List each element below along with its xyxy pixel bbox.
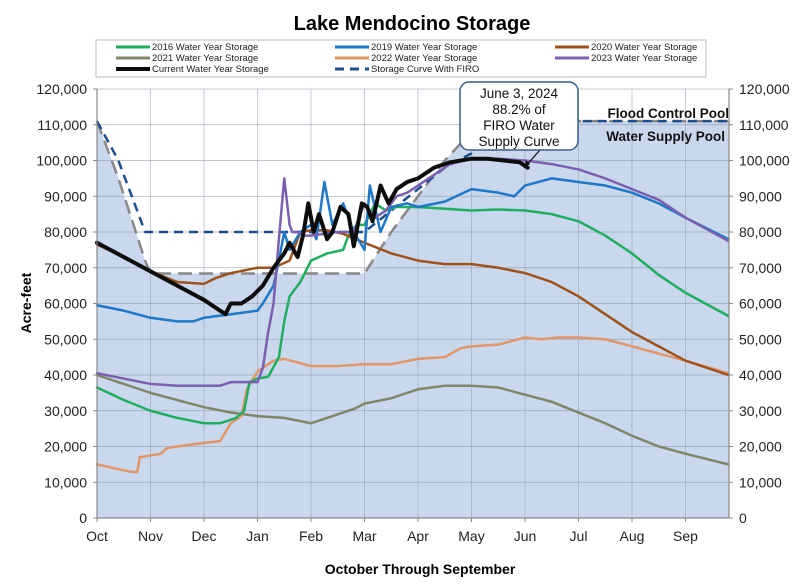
chart-title: Lake Mendocino Storage — [294, 13, 531, 35]
y-tick-label-right: 80,000 — [739, 224, 782, 240]
y-tick-label: 10,000 — [44, 474, 87, 490]
y-tick-label-right: 100,000 — [739, 153, 790, 169]
series-current-line — [95, 156, 530, 317]
x-tick-label: Oct — [86, 528, 108, 544]
y-axis-right-labels: 0 10,000 20,000 30,000 40,000 50,000 60,000 70,… — [729, 81, 790, 526]
y-tick-label-right: 120,000 — [739, 81, 790, 97]
y-tick-label: 110,000 — [37, 117, 87, 133]
x-tick-label: Feb — [299, 528, 323, 544]
callout-line-1: June 3, 2024 — [480, 86, 559, 101]
gridlines — [97, 88, 729, 519]
y-tick-label: 120,000 — [36, 81, 87, 97]
series-2016-line — [95, 202, 730, 425]
legend-label-2023: 2023 Water Year Storage — [591, 53, 697, 64]
callout-box — [459, 81, 579, 151]
x-tick-label: May — [458, 528, 484, 544]
x-tick-label: Jan — [246, 528, 269, 544]
legend-label-2020: 2020 Water Year Storage — [591, 42, 697, 53]
series-lines — [95, 119, 730, 474]
series-2021-line — [95, 373, 730, 466]
y-tick-label: 50,000 — [44, 331, 87, 347]
plot-area — [95, 88, 730, 519]
y-tick-label: 70,000 — [44, 260, 87, 276]
y-tick-label-right: 20,000 — [739, 439, 782, 455]
y-tick-label-right: 40,000 — [739, 367, 782, 383]
x-axis-labels: Oct Nov Dec Jan Feb Mar Apr May Jun Jul Aug Sep — [86, 518, 698, 544]
x-axis-title: October Through September — [325, 561, 516, 577]
callout-line-2: 88.2% of — [492, 102, 546, 117]
series-firo-line — [95, 119, 729, 234]
y-tick-label: 0 — [79, 510, 87, 526]
y-tick-label: 20,000 — [44, 439, 87, 455]
callout-line-4: Supply Curve — [478, 134, 559, 149]
y-tick-label: 40,000 — [44, 367, 87, 383]
x-tick-label: Mar — [352, 528, 376, 544]
y-tick-label-right: 30,000 — [739, 403, 782, 419]
y-axis-left-labels: 0 10,000 20,000 30,000 40,000 50,000 60,000 70,… — [36, 81, 97, 526]
y-tick-label: 90,000 — [44, 188, 87, 204]
y-tick-label-right: 60,000 — [739, 296, 782, 312]
y-tick-label-right: 110,000 — [739, 117, 789, 133]
x-tick-label: Dec — [192, 528, 217, 544]
legend-label-2016: 2016 Water Year Storage — [152, 42, 258, 53]
water-supply-pool-label: Water Supply Pool — [606, 129, 725, 144]
y-tick-label: 100,000 — [36, 153, 87, 169]
callout-line-3: FIRO Water — [483, 118, 555, 133]
y-tick-label: 60,000 — [44, 296, 87, 312]
x-tick-label: Apr — [407, 528, 429, 544]
y-tick-label-right: 0 — [739, 510, 747, 526]
series-storage-line — [95, 119, 729, 275]
y-tick-label-right: 50,000 — [739, 331, 782, 347]
callout-arrowhead — [524, 160, 530, 168]
flood-control-pool-label: Flood Control Pool — [608, 106, 729, 121]
x-tick-label: Jun — [514, 528, 537, 544]
y-tick-label-right: 70,000 — [739, 260, 782, 276]
x-tick-label: Aug — [620, 528, 645, 544]
legend-label-current: Current Water Year Storage — [152, 64, 269, 75]
legend-label-firo: Storage Curve With FIRO — [371, 64, 479, 75]
x-tick-label: Nov — [138, 528, 163, 544]
y-tick-label-right: 90,000 — [739, 188, 782, 204]
x-tick-label: Jul — [570, 528, 588, 544]
legend-label-2021: 2021 Water Year Storage — [152, 53, 258, 64]
legend-label-2022: 2022 Water Year Storage — [371, 53, 477, 64]
y-tick-label-right: 10,000 — [739, 474, 782, 490]
y-tick-label: 30,000 — [44, 403, 87, 419]
series-2023-line — [95, 157, 730, 387]
legend-label-2019: 2019 Water Year Storage — [371, 42, 477, 53]
callout-annotation: June 3, 2024 88.2% of FIRO Water Supply … — [459, 81, 579, 169]
x-tick-label: Sep — [673, 528, 698, 544]
legend: 2016 Water Year Storage 2019 Water Year S… — [95, 39, 707, 78]
y-axis-title: Acre-feet — [18, 272, 34, 333]
legend-box — [95, 39, 707, 78]
series-2022-line — [95, 336, 730, 474]
y-tick-label: 80,000 — [44, 224, 87, 240]
